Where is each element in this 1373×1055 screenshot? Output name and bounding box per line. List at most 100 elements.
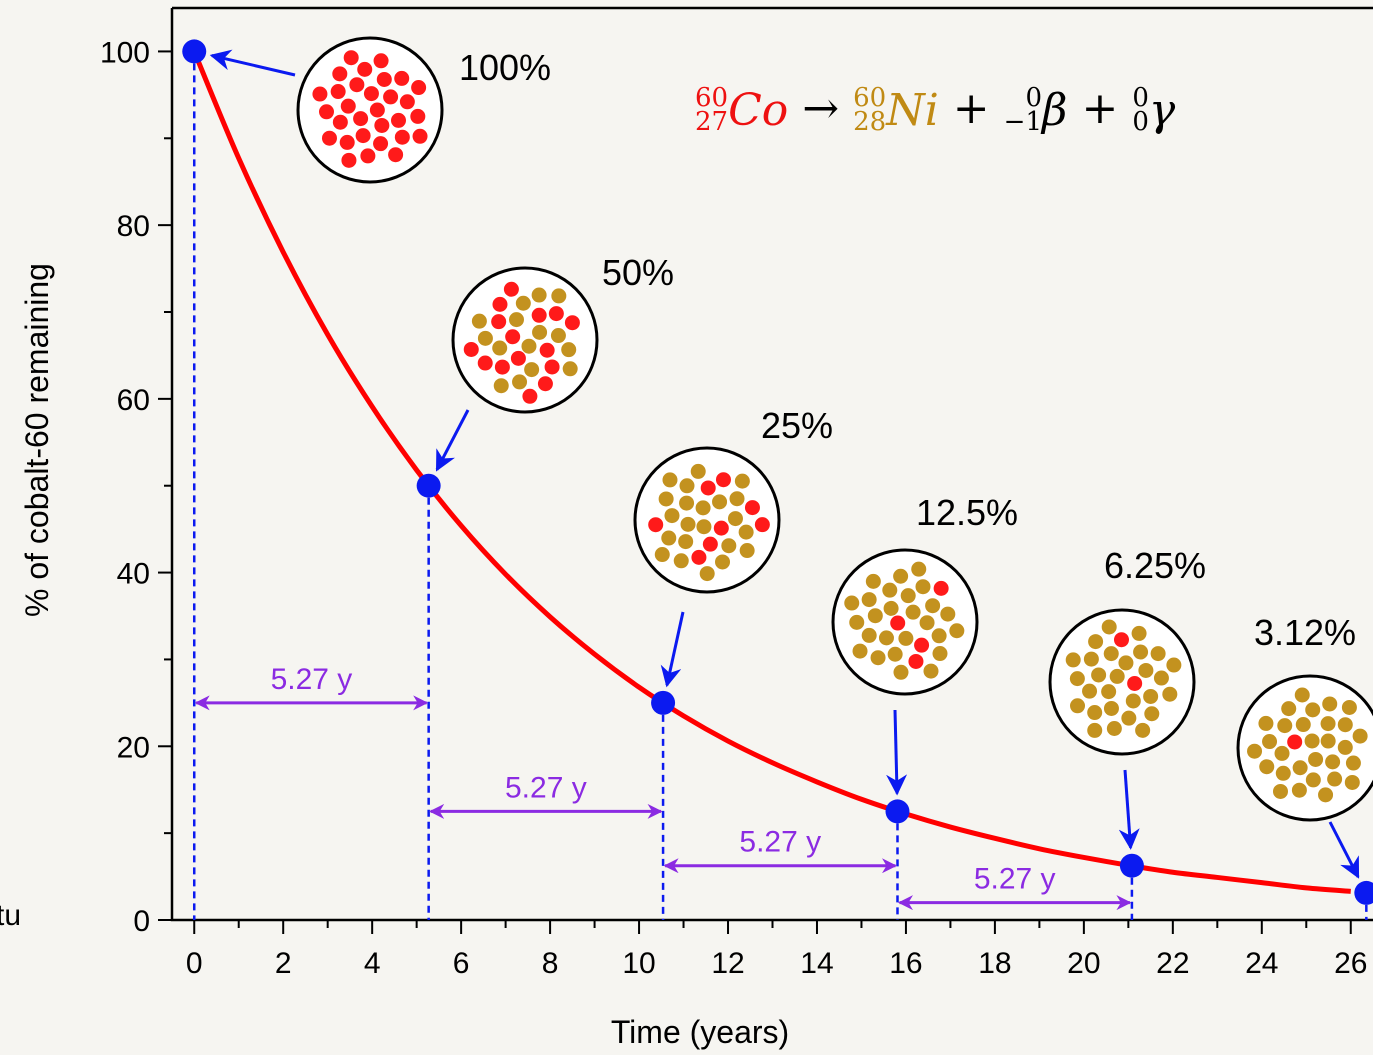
isotope-numbers: 60 28	[853, 83, 887, 135]
nucleus-dot	[914, 637, 930, 653]
x-tick-label: 0	[186, 947, 203, 980]
interval-label: 5.27 y	[974, 863, 1056, 896]
nucleus-dot	[867, 608, 883, 624]
nucleus-dot	[531, 307, 547, 323]
nucleus-dot	[1162, 686, 1178, 702]
nucleus-dot	[1337, 717, 1353, 733]
decay-curve	[191, 50, 1351, 894]
percent-label: 50%	[602, 252, 674, 293]
nucleus-dot	[1345, 755, 1361, 771]
x-axis-title: Time (years)	[611, 1014, 789, 1050]
nucleus-dot	[898, 630, 914, 646]
equation: 60 27 Co → 60 28 Ni +0 −1 β +0 0 γ	[695, 80, 1175, 136]
nucleus-dot	[1262, 734, 1278, 750]
nucleus-dot	[1135, 722, 1151, 738]
nucleus-dot	[1144, 706, 1160, 722]
nucleus-dot	[1069, 671, 1085, 687]
percent-label: 6.25%	[1104, 545, 1206, 586]
nucleus-dot	[713, 520, 729, 536]
x-tick-label: 8	[542, 947, 559, 980]
nucleus-dot	[1308, 751, 1324, 767]
nucleus-dot	[1247, 743, 1263, 759]
nucleus-dot	[539, 342, 555, 358]
nucleus-dot	[411, 80, 427, 96]
nucleus-dot	[1106, 720, 1122, 736]
mass-number: 60	[853, 83, 887, 113]
interval-label: 5.27 y	[271, 663, 353, 696]
equation-term: 60 27 Co	[695, 82, 788, 136]
nucleus-dot	[1258, 715, 1274, 731]
nucleus-dot	[1287, 734, 1303, 750]
nucleus-dot	[712, 494, 728, 510]
nucleus-dot	[491, 314, 507, 330]
isotope-numbers: 60 27	[695, 85, 728, 135]
nucleus-dot	[738, 524, 754, 540]
nucleus-dot	[1272, 783, 1288, 799]
nucleus-dot	[512, 374, 528, 390]
nucleus-dot	[383, 89, 399, 105]
x-tick-label: 22	[1156, 947, 1189, 980]
nucleus-dot	[893, 664, 909, 680]
nucleus-dot	[524, 362, 540, 378]
nucleus-dot	[932, 646, 948, 662]
nucleus-dot	[505, 329, 521, 345]
nucleus-dot	[734, 473, 750, 489]
nucleus-dot	[654, 547, 670, 563]
nucleus-dot	[360, 148, 376, 164]
nucleus-dot	[1305, 702, 1321, 718]
nucleus-dot	[861, 592, 877, 608]
x-tick-label: 16	[889, 947, 922, 980]
nucleus-dot	[878, 630, 894, 646]
nucleus-dot	[531, 287, 547, 303]
nucleus-dot	[1259, 759, 1275, 775]
nucleus-dot	[341, 152, 357, 168]
nucleus-dot	[1143, 688, 1159, 704]
nucleus-dot	[373, 53, 389, 69]
nucleus-dot	[1109, 668, 1125, 684]
nucleus-dot	[940, 606, 956, 622]
nucleus-dot	[1294, 687, 1310, 703]
nucleus-dot	[477, 355, 493, 371]
nucleus-dot	[729, 491, 745, 507]
data-point	[885, 799, 910, 824]
mass-number: 0	[1025, 83, 1042, 113]
nucleus-dot	[349, 77, 365, 93]
element-symbol: Co	[728, 84, 789, 136]
nucleus-dot	[923, 663, 939, 679]
nucleus-dot	[933, 580, 949, 596]
nucleus-dot	[700, 480, 716, 496]
nucleus-dot	[376, 71, 392, 87]
nucleus-dot	[355, 128, 371, 144]
nucleus-dot	[1305, 772, 1321, 788]
atomic-number: 0	[1132, 107, 1149, 137]
nucleus-dot	[510, 350, 526, 366]
nucleus-dot	[673, 553, 689, 569]
nucleus-dot	[911, 561, 927, 577]
y-tick-label: 20	[117, 731, 150, 764]
data-point	[1354, 880, 1373, 905]
nucleus-dot	[564, 315, 580, 331]
nucleus-dot	[696, 519, 712, 535]
nucleus-dot	[739, 543, 755, 559]
nucleus-dot	[648, 517, 664, 533]
nucleus-dot	[744, 500, 760, 516]
x-tick-label: 2	[275, 947, 292, 980]
nucleus-dot	[390, 112, 406, 128]
nucleus-dot	[321, 130, 337, 146]
pointer-arrow	[435, 409, 470, 472]
nucleus-dot	[477, 330, 493, 346]
nucleus-dot	[544, 359, 560, 375]
percent-label: 25%	[761, 405, 833, 446]
x-tick-label: 26	[1334, 947, 1367, 980]
nucleus-dot	[679, 495, 695, 511]
isotope-numbers: 0 −1	[1004, 83, 1042, 135]
pointer-arrow	[1328, 821, 1360, 879]
nucleus-dot	[1166, 657, 1182, 673]
mass-number: 0	[1132, 83, 1149, 113]
nucleus-dot	[1352, 728, 1368, 744]
nucleus-dot	[471, 313, 487, 329]
nucleus-dot	[548, 306, 564, 322]
nucleus-dot	[515, 295, 531, 311]
